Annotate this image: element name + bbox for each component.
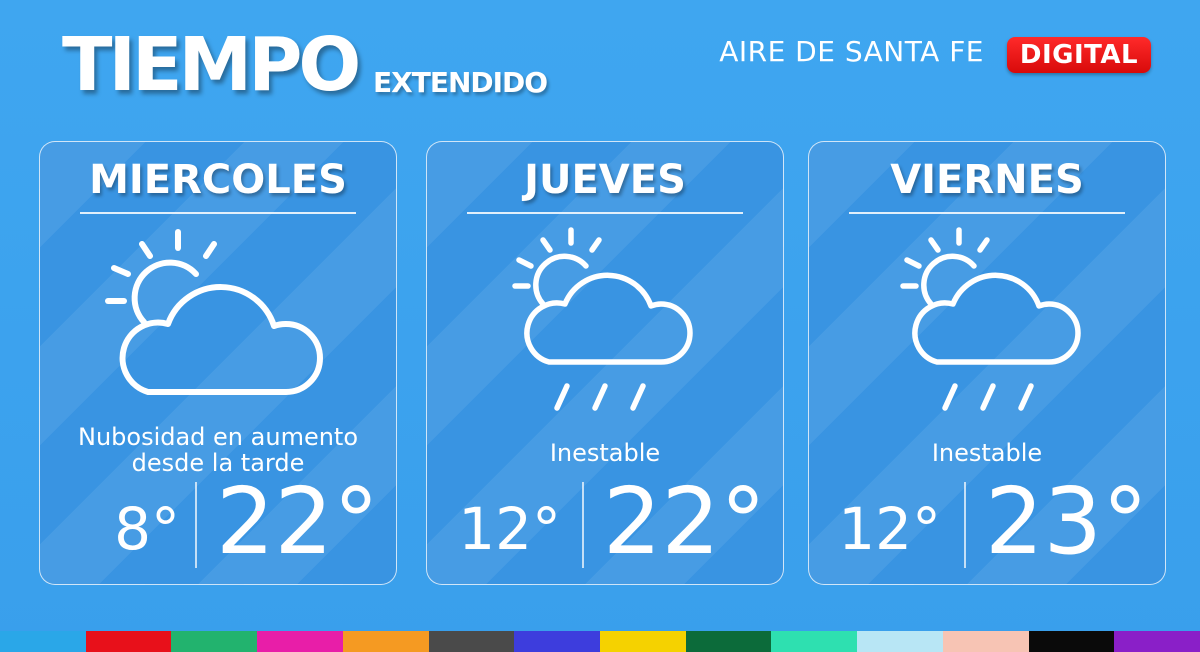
temp-separator (582, 482, 584, 568)
color-strip-segment (771, 631, 858, 652)
rain-cloud-sun-icon (900, 227, 1081, 411)
temp-separator (195, 482, 197, 568)
temp-high: 23° (985, 468, 1149, 575)
color-strip-segment (942, 631, 1029, 652)
forecast-description: Inestable (549, 439, 661, 467)
color-strip-segment (514, 631, 601, 652)
color-strip (0, 631, 1200, 652)
color-strip-segment (342, 631, 429, 652)
temp-high: 22° (216, 468, 380, 575)
color-strip-segment (0, 631, 86, 652)
temp-low: 12° (458, 495, 561, 563)
temp-high: 22° (603, 468, 767, 575)
color-strip-segment (600, 631, 686, 652)
page-subtitle: EXTENDIDO (373, 66, 548, 99)
color-strip-segment (857, 631, 943, 652)
forecast-card-friday: VIERNES Inestable 12° 23° (808, 141, 1166, 585)
divider (80, 212, 356, 214)
brand-name: AIRE DE SANTA FE (719, 35, 984, 68)
color-strip-segment (685, 631, 772, 652)
day-name: JUEVES (524, 157, 686, 203)
color-strip-segment (171, 631, 258, 652)
forecast-card-thursday: JUEVES Inestable 12° (426, 141, 784, 585)
forecast-description: Inestable (931, 439, 1043, 467)
day-name: MIERCOLES (89, 157, 347, 203)
day-name: VIERNES (890, 157, 1084, 203)
forecast-card-wednesday: MIERCOLES Nubosidad en aumento desde la … (39, 141, 397, 585)
rain-cloud-sun-icon (512, 227, 693, 411)
color-strip-segment (428, 631, 515, 652)
divider (849, 212, 1125, 214)
brand-badge: DIGITAL (1007, 37, 1151, 73)
color-strip-segment (1028, 631, 1115, 652)
forecast-description: Nubosidad en aumento desde la tarde (77, 423, 359, 477)
page-title: TIEMPO (62, 22, 361, 108)
partly-cloudy-icon (105, 229, 323, 395)
temp-separator (964, 482, 966, 568)
color-strip-segment (257, 631, 343, 652)
color-strip-segment (1114, 631, 1200, 652)
temp-low: 12° (838, 495, 941, 563)
temp-low: 8° (114, 495, 180, 563)
divider (467, 212, 743, 214)
color-strip-segment (85, 631, 172, 652)
